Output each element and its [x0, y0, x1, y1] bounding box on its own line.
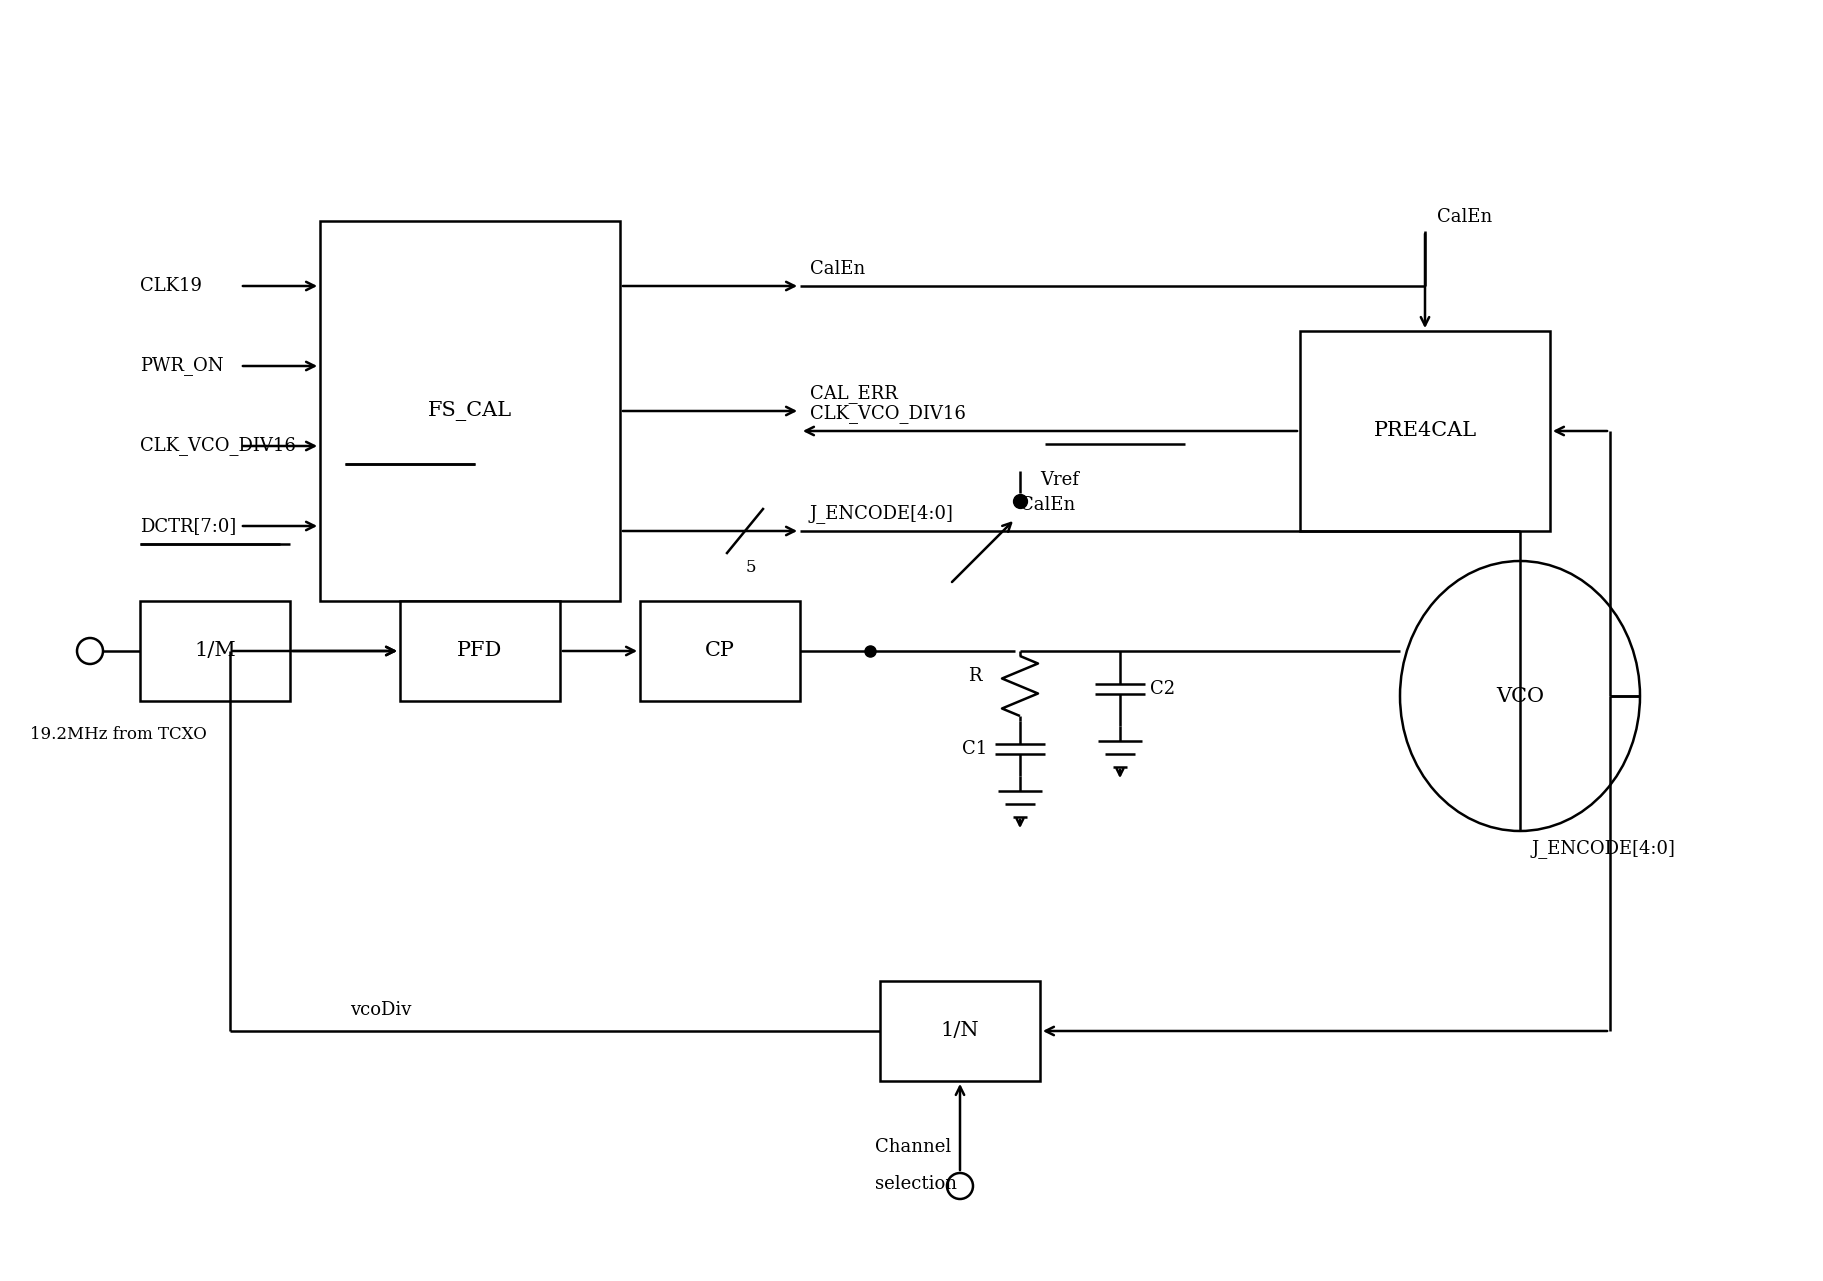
Text: J_ENCODE[4:0]: J_ENCODE[4:0]: [1531, 839, 1675, 858]
Text: Channel: Channel: [875, 1138, 952, 1155]
Text: CLK_VCO_DIV16: CLK_VCO_DIV16: [809, 404, 966, 423]
Text: vcoDiv: vcoDiv: [350, 1000, 412, 1018]
Text: CP: CP: [706, 642, 735, 661]
Text: C2: C2: [1148, 680, 1174, 698]
Ellipse shape: [1400, 561, 1639, 831]
Bar: [1300, 330, 1550, 532]
Text: PRE4CAL: PRE4CAL: [1373, 421, 1477, 441]
Bar: [319, 222, 620, 601]
Text: CalEn: CalEn: [1437, 208, 1491, 225]
Text: 5: 5: [746, 559, 757, 576]
Text: CalEn: CalEn: [809, 260, 864, 278]
Text: C1: C1: [963, 740, 986, 758]
Text: R: R: [968, 667, 981, 685]
Text: PFD: PFD: [458, 642, 503, 661]
Text: DCTR[7:0]: DCTR[7:0]: [140, 518, 237, 535]
Text: CalEn: CalEn: [1019, 496, 1076, 514]
Text: Vref: Vref: [1039, 471, 1077, 489]
Text: 1/M: 1/M: [193, 642, 235, 661]
Text: CLK19: CLK19: [140, 277, 202, 295]
Text: J_ENCODE[4:0]: J_ENCODE[4:0]: [809, 503, 953, 523]
Text: FS_CAL: FS_CAL: [428, 401, 512, 421]
Bar: [140, 601, 290, 701]
Text: selection: selection: [875, 1175, 957, 1193]
Text: CLK_VCO_DIV16: CLK_VCO_DIV16: [140, 437, 295, 456]
Bar: [640, 601, 800, 701]
Text: 19.2MHz from TCXO: 19.2MHz from TCXO: [29, 726, 206, 743]
Text: 1/N: 1/N: [941, 1021, 979, 1040]
Bar: [879, 981, 1039, 1081]
Text: PWR_ON: PWR_ON: [140, 356, 224, 375]
Bar: [399, 601, 560, 701]
Text: CAL_ERR: CAL_ERR: [809, 384, 897, 404]
Text: VCO: VCO: [1495, 687, 1542, 706]
